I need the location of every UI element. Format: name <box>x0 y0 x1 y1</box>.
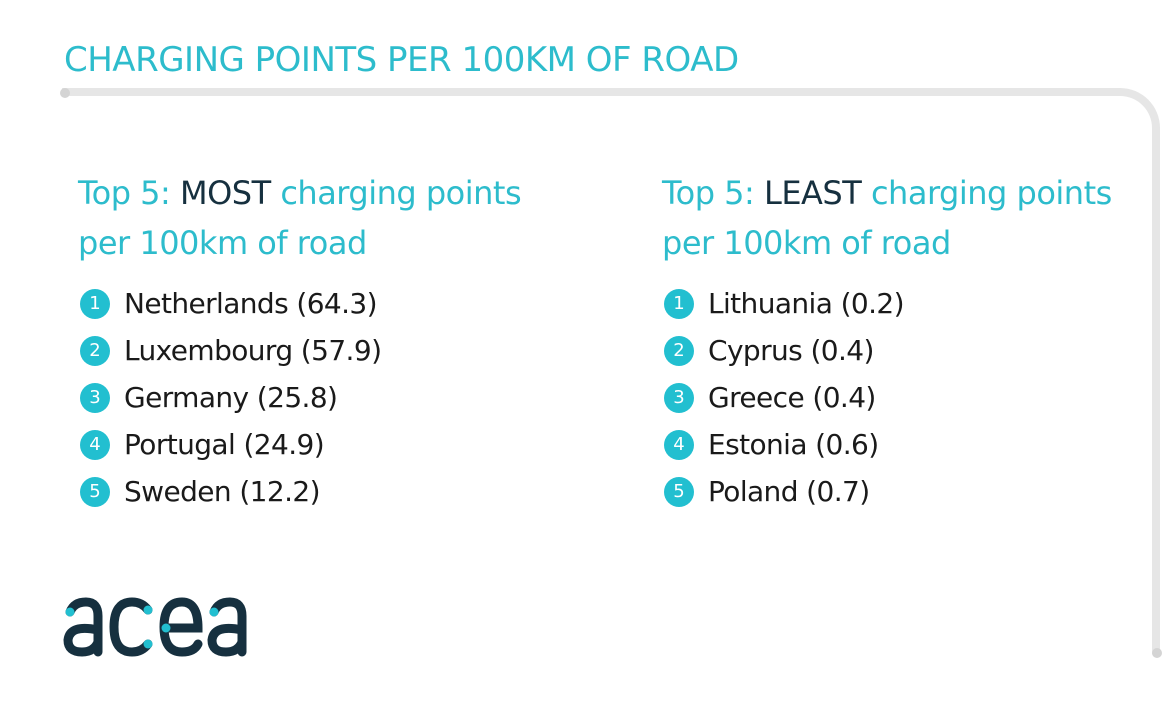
frame-dot-start <box>60 88 70 98</box>
rank-badge: 4 <box>80 429 110 460</box>
rank-text: Netherlands (64.3) <box>124 287 378 320</box>
list-item: 2 Cyprus (0.4) <box>662 327 1112 374</box>
frame-border <box>62 88 1160 654</box>
list-item: 2 Luxembourg (57.9) <box>78 327 521 374</box>
most-heading-line2: per 100km of road <box>78 224 367 262</box>
rank-text: Poland (0.7) <box>708 475 870 508</box>
rank-text: Lithuania (0.2) <box>708 287 905 320</box>
rank-badge: 1 <box>664 288 694 319</box>
list-item: 5 Sweden (12.2) <box>78 468 521 515</box>
least-heading-suffix: charging points <box>861 174 1112 212</box>
rank-text: Estonia (0.6) <box>708 428 879 461</box>
list-item: 3 Germany (25.8) <box>78 374 521 421</box>
list-item: 1 Lithuania (0.2) <box>662 280 1112 327</box>
least-column: Top 5: LEAST charging points per 100km o… <box>662 168 1112 515</box>
rank-text: Portugal (24.9) <box>124 428 325 461</box>
most-list: 1 Netherlands (64.3) 2 Luxembourg (57.9)… <box>78 280 521 515</box>
most-heading-prefix: Top 5: <box>78 174 180 212</box>
acea-logo <box>63 597 247 657</box>
least-heading-line2: per 100km of road <box>662 224 951 262</box>
list-item: 1 Netherlands (64.3) <box>78 280 521 327</box>
rank-text: Germany (25.8) <box>124 381 338 414</box>
rank-badge: 3 <box>664 382 694 413</box>
most-heading-line1: Top 5: MOST charging points <box>78 168 522 218</box>
rank-badge: 2 <box>80 335 110 366</box>
least-list: 1 Lithuania (0.2) 2 Cyprus (0.4) 3 Greec… <box>662 280 1112 515</box>
list-item: 5 Poland (0.7) <box>662 468 1112 515</box>
rank-text: Cyprus (0.4) <box>708 334 874 367</box>
rank-badge: 1 <box>80 288 110 319</box>
least-heading-emphasis: LEAST <box>763 174 862 212</box>
list-item: 4 Portugal (24.9) <box>78 421 521 468</box>
most-heading: Top 5: MOST charging points per 100km of… <box>78 168 522 268</box>
rank-badge: 5 <box>80 476 110 507</box>
rank-badge: 2 <box>664 335 694 366</box>
most-heading-suffix: charging points <box>270 174 522 212</box>
list-item: 4 Estonia (0.6) <box>662 421 1112 468</box>
most-heading-emphasis: MOST <box>179 174 271 212</box>
most-column: Top 5: MOST charging points per 100km of… <box>78 168 522 515</box>
least-heading: Top 5: LEAST charging points per 100km o… <box>662 168 1112 268</box>
rank-text: Luxembourg (57.9) <box>124 334 382 367</box>
rank-badge: 4 <box>664 429 694 460</box>
rank-badge: 5 <box>664 476 694 507</box>
least-heading-prefix: Top 5: <box>662 174 764 212</box>
page-title: CHARGING POINTS PER 100KM OF ROAD <box>64 40 739 80</box>
rank-text: Greece (0.4) <box>708 381 876 414</box>
list-item: 3 Greece (0.4) <box>662 374 1112 421</box>
rank-badge: 3 <box>80 382 110 413</box>
frame-dot-end <box>1152 648 1162 658</box>
rank-text: Sweden (12.2) <box>124 475 321 508</box>
least-heading-line1: Top 5: LEAST charging points <box>662 168 1112 218</box>
